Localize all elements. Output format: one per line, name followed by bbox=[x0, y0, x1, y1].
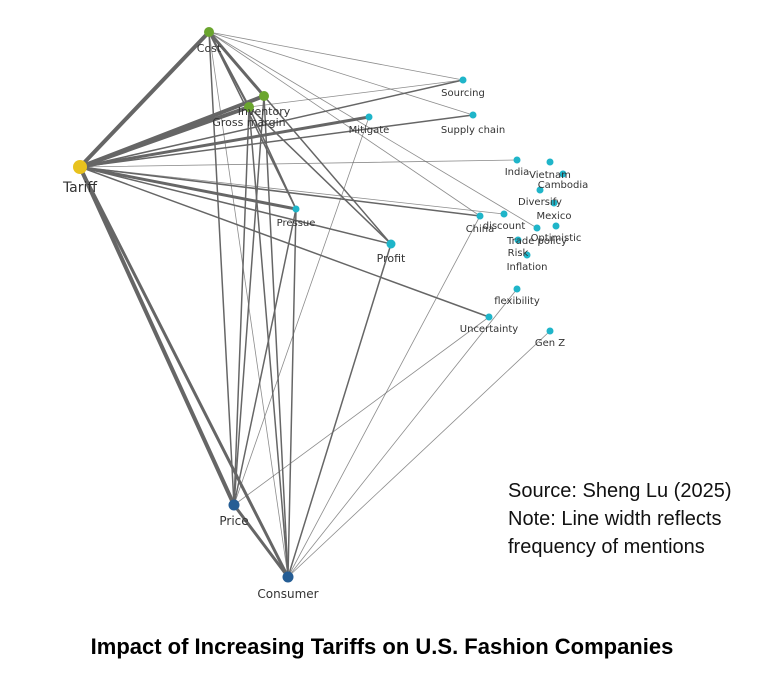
node-trade-policy bbox=[533, 224, 541, 232]
node-pressue bbox=[292, 205, 300, 213]
node-profit bbox=[386, 239, 396, 249]
edge-flexibility-consumer bbox=[287, 288, 518, 578]
node-mitigate bbox=[365, 113, 373, 121]
node-label-gen-z: Gen Z bbox=[535, 338, 565, 349]
node-price bbox=[228, 499, 240, 511]
edge-tariff-sourcing bbox=[79, 79, 464, 168]
edge-tariff-consumer bbox=[78, 165, 290, 579]
edge-tariff-china bbox=[79, 166, 481, 217]
node-consumer bbox=[282, 571, 294, 583]
edge-tariff-cost bbox=[78, 30, 211, 169]
node-cambodia bbox=[559, 170, 567, 178]
edge-tariff-profit bbox=[79, 166, 392, 245]
node-tariff bbox=[73, 160, 87, 174]
edge-cost-supply_chain bbox=[208, 31, 474, 116]
node-label-risk: Risk bbox=[508, 248, 529, 259]
edge-gross_margin-profit bbox=[248, 106, 392, 245]
node-label-sourcing: Sourcing bbox=[441, 88, 485, 99]
edge-profit-consumer bbox=[287, 243, 392, 578]
node-label-profit: Profit bbox=[377, 252, 406, 265]
edge-uncertainty-price bbox=[233, 316, 490, 506]
node-optimistic bbox=[552, 222, 560, 230]
node-layer bbox=[73, 27, 567, 583]
edge-layer bbox=[78, 30, 551, 579]
edge-tariff-gross_margin bbox=[78, 105, 251, 169]
node-gen-z bbox=[546, 327, 554, 335]
edge-gross_margin-price bbox=[233, 106, 250, 506]
edge-gross_margin-pressue bbox=[248, 106, 297, 210]
node-label-china: China bbox=[466, 224, 495, 235]
node-label-diversify: Diversify bbox=[518, 197, 562, 208]
edge-tariff-mitigate bbox=[78, 115, 371, 169]
note-line-1: Note: Line width reflects bbox=[508, 508, 722, 530]
edge-mitigate-price bbox=[233, 116, 370, 506]
node-india bbox=[513, 156, 521, 164]
edge-tariff-india bbox=[79, 159, 518, 168]
edge-pressue-consumer bbox=[287, 208, 297, 578]
node-label-flexibility: flexibility bbox=[494, 296, 540, 307]
node-supply-chain bbox=[469, 111, 477, 119]
node-cost bbox=[204, 27, 214, 37]
node-label-vietnam: Vietnam bbox=[529, 170, 571, 181]
edge-cost-sourcing bbox=[208, 31, 464, 81]
edge-tariff-price bbox=[78, 165, 236, 507]
node-label-mitigate: Mitigate bbox=[349, 125, 390, 136]
node-inventory bbox=[259, 91, 269, 101]
edge-tariff-discount bbox=[79, 166, 505, 215]
node-label-mexico: Mexico bbox=[537, 211, 572, 222]
node-label-optimistic: Optimistic bbox=[531, 233, 582, 244]
edge-sourcing-gross_margin bbox=[248, 79, 464, 108]
node-vietnam bbox=[546, 158, 554, 166]
node-label-inventory: Inventory bbox=[238, 105, 291, 118]
node-label-india: India bbox=[505, 167, 530, 178]
node-label-pressue: Pressue bbox=[277, 218, 316, 229]
source-line: Source: Sheng Lu (2025) bbox=[508, 480, 732, 502]
edge-tariff-pressue bbox=[78, 165, 298, 211]
figure-title: Impact of Increasing Tariffs on U.S. Fas… bbox=[90, 634, 674, 659]
node-mexico bbox=[550, 199, 558, 207]
node-label-inflation: Inflation bbox=[507, 262, 548, 273]
node-label-cost: Cost bbox=[197, 42, 222, 55]
node-label-cambodia: Cambodia bbox=[538, 180, 589, 191]
node-gross-margin bbox=[244, 102, 254, 112]
note-line-2: frequency of mentions bbox=[508, 536, 705, 558]
node-discount bbox=[500, 210, 508, 218]
edge-cost-trade_policy bbox=[208, 31, 538, 229]
edge-inventory-consumer bbox=[263, 95, 289, 578]
node-label-tariff: Tariff bbox=[62, 180, 97, 196]
edge-cost-pressue bbox=[208, 31, 297, 210]
node-label-discount: discount bbox=[483, 221, 526, 232]
node-label-price: Price bbox=[219, 514, 248, 528]
node-risk bbox=[514, 236, 522, 244]
node-label-trade-policy: Trade policy bbox=[506, 236, 567, 247]
edge-cost-china bbox=[208, 31, 481, 217]
node-diversify bbox=[536, 186, 544, 194]
edge-inventory-price bbox=[233, 95, 265, 506]
source-note: Source: Sheng Lu (2025) Note: Line width… bbox=[508, 477, 732, 561]
node-sourcing bbox=[459, 76, 467, 84]
edge-gen_z-consumer bbox=[287, 330, 551, 578]
node-label-uncertainty: Uncertainty bbox=[460, 324, 519, 335]
edge-pressue-price bbox=[233, 208, 297, 506]
node-flexibility bbox=[513, 285, 521, 293]
edge-price-consumer bbox=[232, 503, 290, 579]
node-label-consumer: Consumer bbox=[257, 587, 318, 601]
edge-tariff-uncertainty bbox=[79, 166, 490, 318]
node-label-gross-margin: Gross margin bbox=[212, 116, 285, 129]
node-inflation bbox=[523, 251, 531, 259]
edge-cost-profit bbox=[208, 31, 392, 245]
edge-china-consumer bbox=[287, 215, 481, 578]
node-label-supply-chain: Supply chain bbox=[441, 125, 505, 136]
node-china bbox=[476, 212, 484, 220]
node-uncertainty bbox=[485, 313, 493, 321]
edge-cost-price bbox=[208, 31, 235, 506]
edge-tariff-supply_chain bbox=[79, 114, 474, 168]
